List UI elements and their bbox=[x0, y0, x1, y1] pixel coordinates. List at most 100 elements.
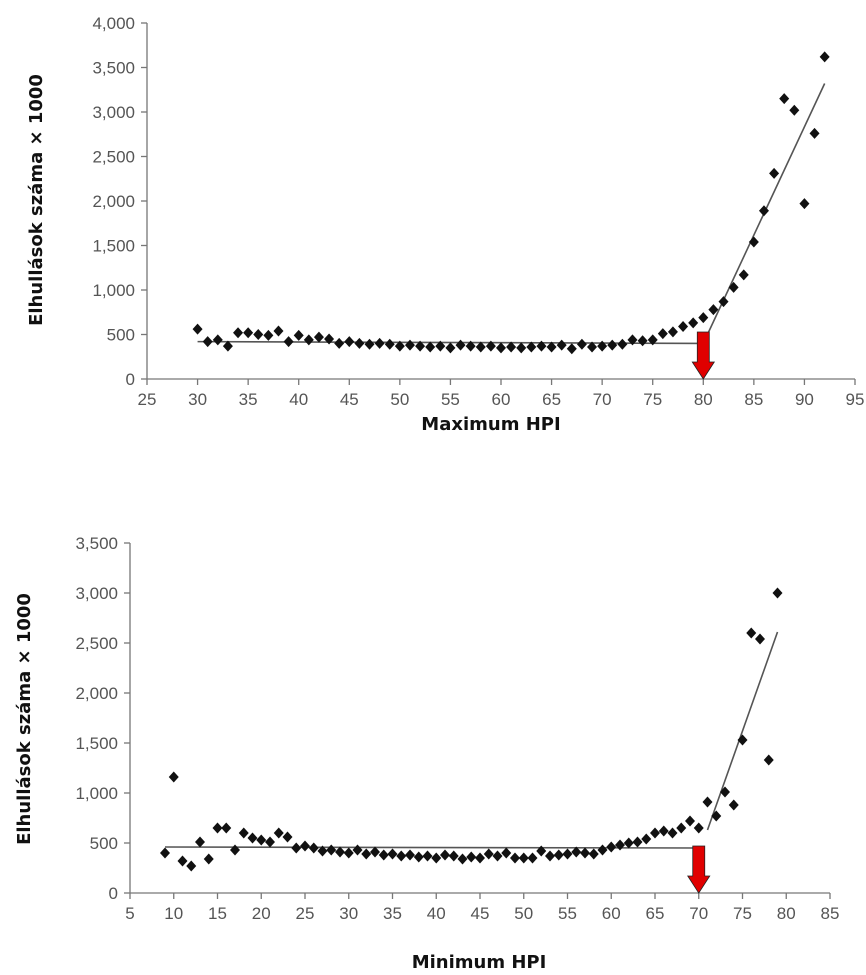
data-point bbox=[425, 341, 436, 353]
data-point bbox=[313, 331, 324, 343]
data-point bbox=[615, 839, 625, 851]
data-point bbox=[658, 825, 669, 837]
data-point bbox=[606, 841, 617, 853]
data-point bbox=[448, 850, 459, 862]
data-point bbox=[728, 799, 739, 811]
x-tick-label: 55 bbox=[558, 904, 577, 923]
data-point bbox=[265, 836, 275, 848]
y-axis-title: Elhullások száma × 1000 bbox=[26, 74, 47, 326]
data-point bbox=[667, 326, 678, 338]
data-point bbox=[177, 855, 188, 867]
data-point bbox=[657, 328, 668, 340]
x-tick-label: 70 bbox=[593, 390, 612, 409]
data-point bbox=[300, 840, 310, 852]
data-point bbox=[413, 851, 424, 863]
x-tick-label: 70 bbox=[689, 904, 708, 923]
x-tick-label: 90 bbox=[795, 390, 814, 409]
data-point bbox=[291, 842, 302, 854]
data-point bbox=[431, 852, 442, 864]
data-point bbox=[308, 842, 319, 854]
data-point bbox=[693, 822, 704, 834]
data-point bbox=[396, 850, 407, 862]
data-point bbox=[192, 323, 203, 335]
y-tick-label: 0 bbox=[126, 370, 135, 389]
y-tick-label: 2,500 bbox=[92, 148, 135, 167]
data-point bbox=[457, 853, 468, 865]
x-tick-label: 5 bbox=[125, 904, 134, 923]
data-point bbox=[627, 334, 638, 346]
x-tick-label: 35 bbox=[383, 904, 402, 923]
data-point bbox=[536, 845, 547, 857]
data-point bbox=[685, 815, 695, 827]
data-point bbox=[580, 847, 590, 859]
data-point bbox=[746, 627, 757, 639]
data-point bbox=[641, 833, 652, 845]
data-point bbox=[253, 329, 264, 340]
data-point bbox=[518, 852, 529, 864]
y-tick-label: 500 bbox=[107, 326, 135, 345]
x-tick-label: 80 bbox=[777, 904, 796, 923]
data-point bbox=[708, 304, 719, 316]
data-point bbox=[678, 320, 689, 332]
x-tick-label: 25 bbox=[138, 390, 157, 409]
data-point bbox=[623, 837, 634, 849]
data-point bbox=[282, 831, 293, 843]
data-point bbox=[576, 338, 587, 350]
y-tick-label: 4,000 bbox=[92, 14, 135, 33]
data-point bbox=[597, 340, 608, 352]
data-point bbox=[203, 853, 214, 865]
data-point bbox=[404, 339, 415, 351]
x-tick-label: 65 bbox=[646, 904, 665, 923]
data-point bbox=[632, 836, 643, 848]
data-point bbox=[455, 339, 466, 351]
x-tick-label: 60 bbox=[602, 904, 621, 923]
data-point bbox=[202, 336, 213, 348]
threshold-arrow bbox=[687, 845, 711, 894]
y-tick-label: 1,000 bbox=[92, 281, 135, 300]
data-point bbox=[212, 334, 223, 346]
data-point bbox=[748, 236, 759, 248]
data-point bbox=[527, 852, 538, 864]
data-point bbox=[637, 335, 648, 347]
y-tick-label: 3,500 bbox=[75, 534, 118, 553]
data-point bbox=[562, 848, 573, 860]
x-tick-label: 80 bbox=[694, 390, 713, 409]
data-point bbox=[440, 849, 450, 861]
data-point bbox=[718, 296, 729, 308]
x-tick-label: 95 bbox=[846, 390, 865, 409]
data-point bbox=[819, 51, 830, 63]
data-point bbox=[195, 836, 205, 848]
x-tick-label: 30 bbox=[188, 390, 207, 409]
data-point bbox=[378, 849, 389, 861]
data-point bbox=[465, 340, 476, 352]
data-point bbox=[222, 340, 233, 352]
data-point bbox=[647, 334, 658, 346]
x-tick-label: 30 bbox=[339, 904, 358, 923]
data-point bbox=[230, 844, 240, 856]
data-point bbox=[326, 844, 337, 856]
x-tick-label: 45 bbox=[471, 904, 490, 923]
data-point bbox=[799, 198, 810, 210]
y-tick-label: 3,000 bbox=[75, 584, 118, 603]
data-point bbox=[587, 341, 598, 353]
data-point bbox=[324, 333, 335, 345]
data-point bbox=[597, 844, 608, 856]
data-point bbox=[233, 327, 244, 339]
y-tick-label: 1,500 bbox=[75, 734, 118, 753]
data-point bbox=[617, 338, 628, 350]
min-hpi-chart: Elhullások száma × 1000 Minimum HPI 0 500… bbox=[14, 534, 839, 973]
data-point bbox=[738, 269, 749, 281]
data-point bbox=[546, 341, 557, 353]
data-point bbox=[361, 848, 372, 860]
data-point bbox=[501, 847, 512, 859]
data-point bbox=[405, 849, 415, 861]
data-point bbox=[221, 822, 232, 834]
data-point bbox=[374, 337, 385, 349]
data-point bbox=[809, 127, 820, 139]
data-point bbox=[676, 822, 687, 834]
data-point bbox=[526, 341, 537, 353]
data-point bbox=[496, 342, 506, 354]
data-point bbox=[556, 339, 567, 351]
data-point bbox=[650, 827, 660, 839]
y-tick-label: 3,500 bbox=[92, 59, 135, 78]
